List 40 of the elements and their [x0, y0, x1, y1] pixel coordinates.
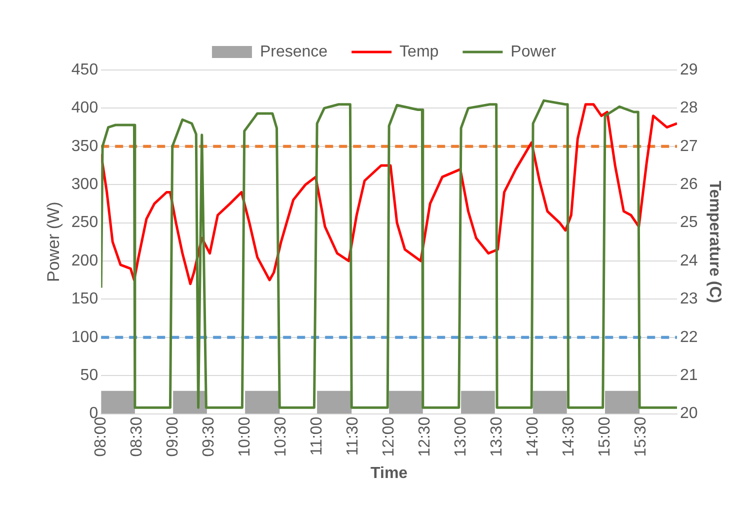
y2-tick-label: 27: [680, 138, 698, 155]
x-tick-label: 09:00: [164, 416, 182, 457]
y-axis-title: Power (W): [44, 202, 63, 282]
y-tick-label: 200: [71, 252, 98, 270]
x-tick-label: 14:00: [524, 416, 542, 457]
y-tick-label: 450: [71, 61, 98, 78]
y-tick-label: 100: [71, 328, 98, 346]
x-tick-label: 10:30: [272, 416, 290, 457]
x-tick-label: 12:30: [416, 416, 434, 457]
y-tick-label: 300: [71, 176, 98, 193]
x-axis-title: Time: [370, 464, 408, 482]
x-tick-label: 08:30: [128, 416, 146, 457]
y2-tick-label: 23: [680, 290, 698, 308]
y2-tick-label: 21: [680, 366, 698, 384]
x-tick-label: 15:00: [596, 416, 614, 457]
y2-tick-label: 24: [680, 252, 698, 270]
legend-label: Presence: [260, 43, 328, 60]
x-tick-label: 11:00: [308, 416, 326, 456]
x-tick-label: 09:30: [200, 416, 218, 457]
y2-tick-label: 22: [680, 328, 698, 346]
x-tick-label: 10:00: [236, 416, 254, 457]
legend-label: Temp: [400, 43, 439, 60]
x-tick-label: 13:30: [488, 416, 506, 457]
y-tick-label: 150: [71, 290, 98, 308]
y-tick-label: 250: [71, 214, 98, 232]
y2-tick-label: 26: [680, 176, 698, 193]
x-tick-label: 12:00: [380, 416, 398, 457]
x-tick-label: 15:30: [632, 416, 650, 457]
x-tick-label: 14:30: [560, 416, 578, 457]
x-tick-label: 11:30: [344, 416, 362, 456]
y-tick-label: 400: [71, 100, 98, 117]
y-tick-label: 50: [80, 366, 98, 384]
x-tick-label: 13:00: [452, 416, 470, 457]
y2-tick-label: 20: [680, 405, 698, 422]
y2-tick-label: 25: [680, 214, 698, 232]
y2-axis-title: Temperature (C): [706, 180, 723, 304]
legend-label: Power: [510, 43, 557, 60]
y-tick-label: 350: [71, 138, 98, 155]
y2-tick-label: 28: [680, 100, 698, 117]
y2-tick-label: 29: [680, 61, 698, 78]
